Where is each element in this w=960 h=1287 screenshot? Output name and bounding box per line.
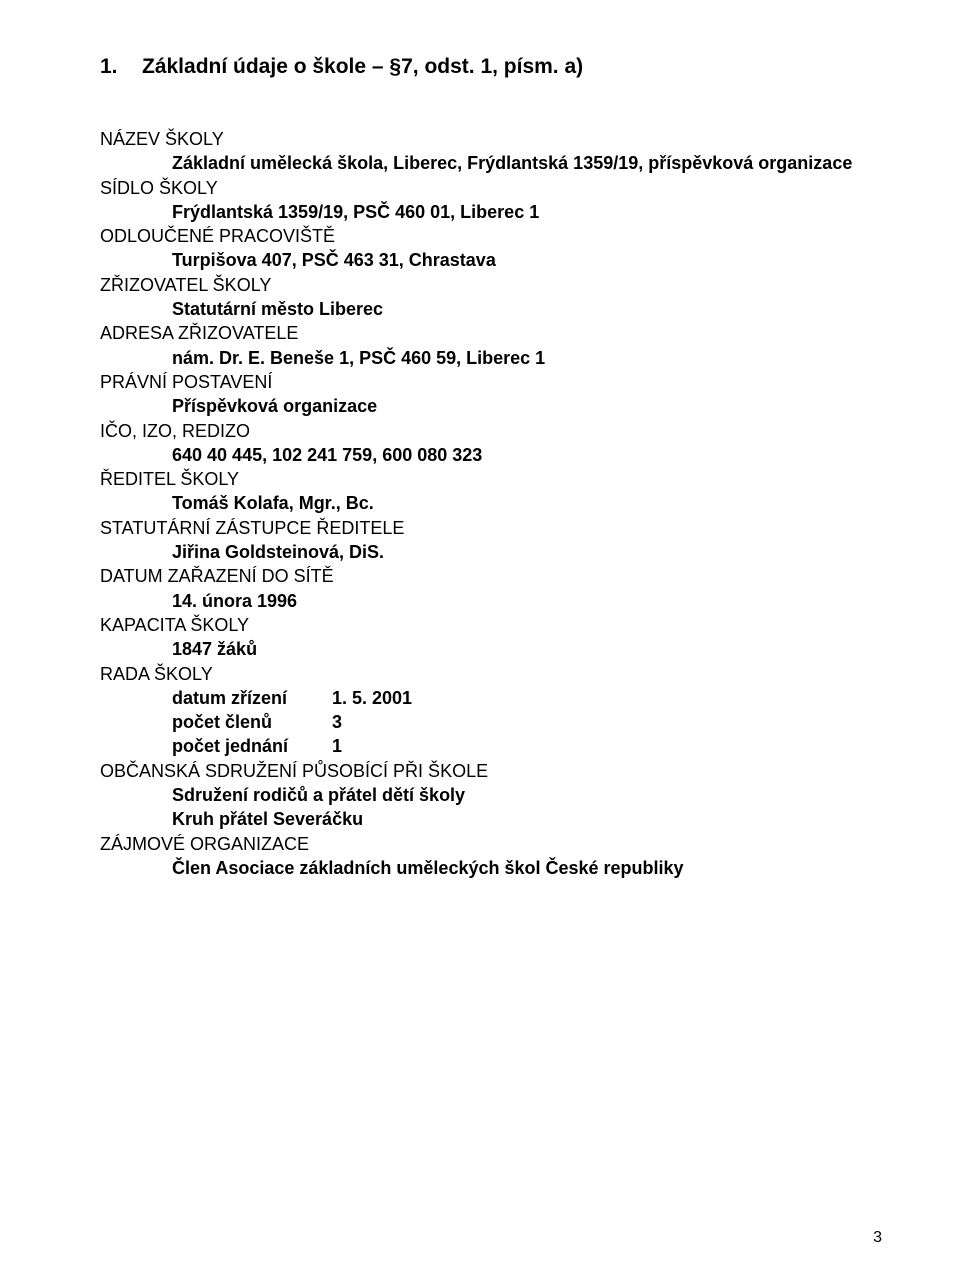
rada-jednani-val: 1 [332,736,342,756]
value-obcan-1: Sdružení rodičů a přátel dětí školy [100,783,860,807]
rada-row-zrizeni: datum zřízení1. 5. 2001 [100,686,860,710]
rada-row-jednani: počet jednání1 [100,734,860,758]
page-number: 3 [873,1229,882,1247]
label-kapacita: KAPACITA ŠKOLY [100,613,860,637]
value-zastupce: Jiřina Goldsteinová, DiS. [100,540,860,564]
label-nazev: NÁZEV ŠKOLY [100,127,860,151]
label-zrizovatel: ZŘIZOVATEL ŠKOLY [100,273,860,297]
label-sidlo: SÍDLO ŠKOLY [100,176,860,200]
rada-zrizeni-key: datum zřízení [172,686,332,710]
heading-text: Základní údaje o škole – §7, odst. 1, pí… [142,55,583,78]
value-reditel: Tomáš Kolafa, Mgr., Bc. [100,491,860,515]
value-nazev: Základní umělecká škola, Liberec, Frýdla… [100,151,860,175]
value-zajm: Člen Asociace základních uměleckých škol… [100,856,860,880]
heading-number: 1. [100,55,142,79]
value-zrizovatel: Statutární město Liberec [100,297,860,321]
label-adresa: ADRESA ZŘIZOVATELE [100,321,860,345]
label-pravni: PRÁVNÍ POSTAVENÍ [100,370,860,394]
label-zajm: ZÁJMOVÉ ORGANIZACE [100,832,860,856]
label-reditel: ŘEDITEL ŠKOLY [100,467,860,491]
page: 1.Základní údaje o škole – §7, odst. 1, … [0,0,960,1287]
content-block: NÁZEV ŠKOLY Základní umělecká škola, Lib… [100,127,860,880]
rada-jednani-key: počet jednání [172,734,332,758]
label-rada: RADA ŠKOLY [100,662,860,686]
value-datum: 14. února 1996 [100,589,860,613]
rada-zrizeni-val: 1. 5. 2001 [332,688,412,708]
label-datum: DATUM ZAŘAZENÍ DO SÍTĚ [100,564,860,588]
label-odloucene: ODLOUČENÉ PRACOVIŠTĚ [100,224,860,248]
label-ico: IČO, IZO, REDIZO [100,419,860,443]
label-obcan: OBČANSKÁ SDRUŽENÍ PŮSOBÍCÍ PŘI ŠKOLE [100,759,860,783]
rada-clenu-key: počet členů [172,710,332,734]
value-adresa: nám. Dr. E. Beneše 1, PSČ 460 59, Libere… [100,346,860,370]
value-odloucene: Turpišova 407, PSČ 463 31, Chrastava [100,248,860,272]
value-kapacita: 1847 žáků [100,637,860,661]
value-pravni: Příspěvková organizace [100,394,860,418]
value-obcan-2: Kruh přátel Severáčku [100,807,860,831]
value-ico: 640 40 445, 102 241 759, 600 080 323 [100,443,860,467]
label-zastupce: STATUTÁRNÍ ZÁSTUPCE ŘEDITELE [100,516,860,540]
rada-row-clenu: počet členů3 [100,710,860,734]
section-heading: 1.Základní údaje o škole – §7, odst. 1, … [100,55,860,79]
value-sidlo: Frýdlantská 1359/19, PSČ 460 01, Liberec… [100,200,860,224]
rada-clenu-val: 3 [332,712,342,732]
